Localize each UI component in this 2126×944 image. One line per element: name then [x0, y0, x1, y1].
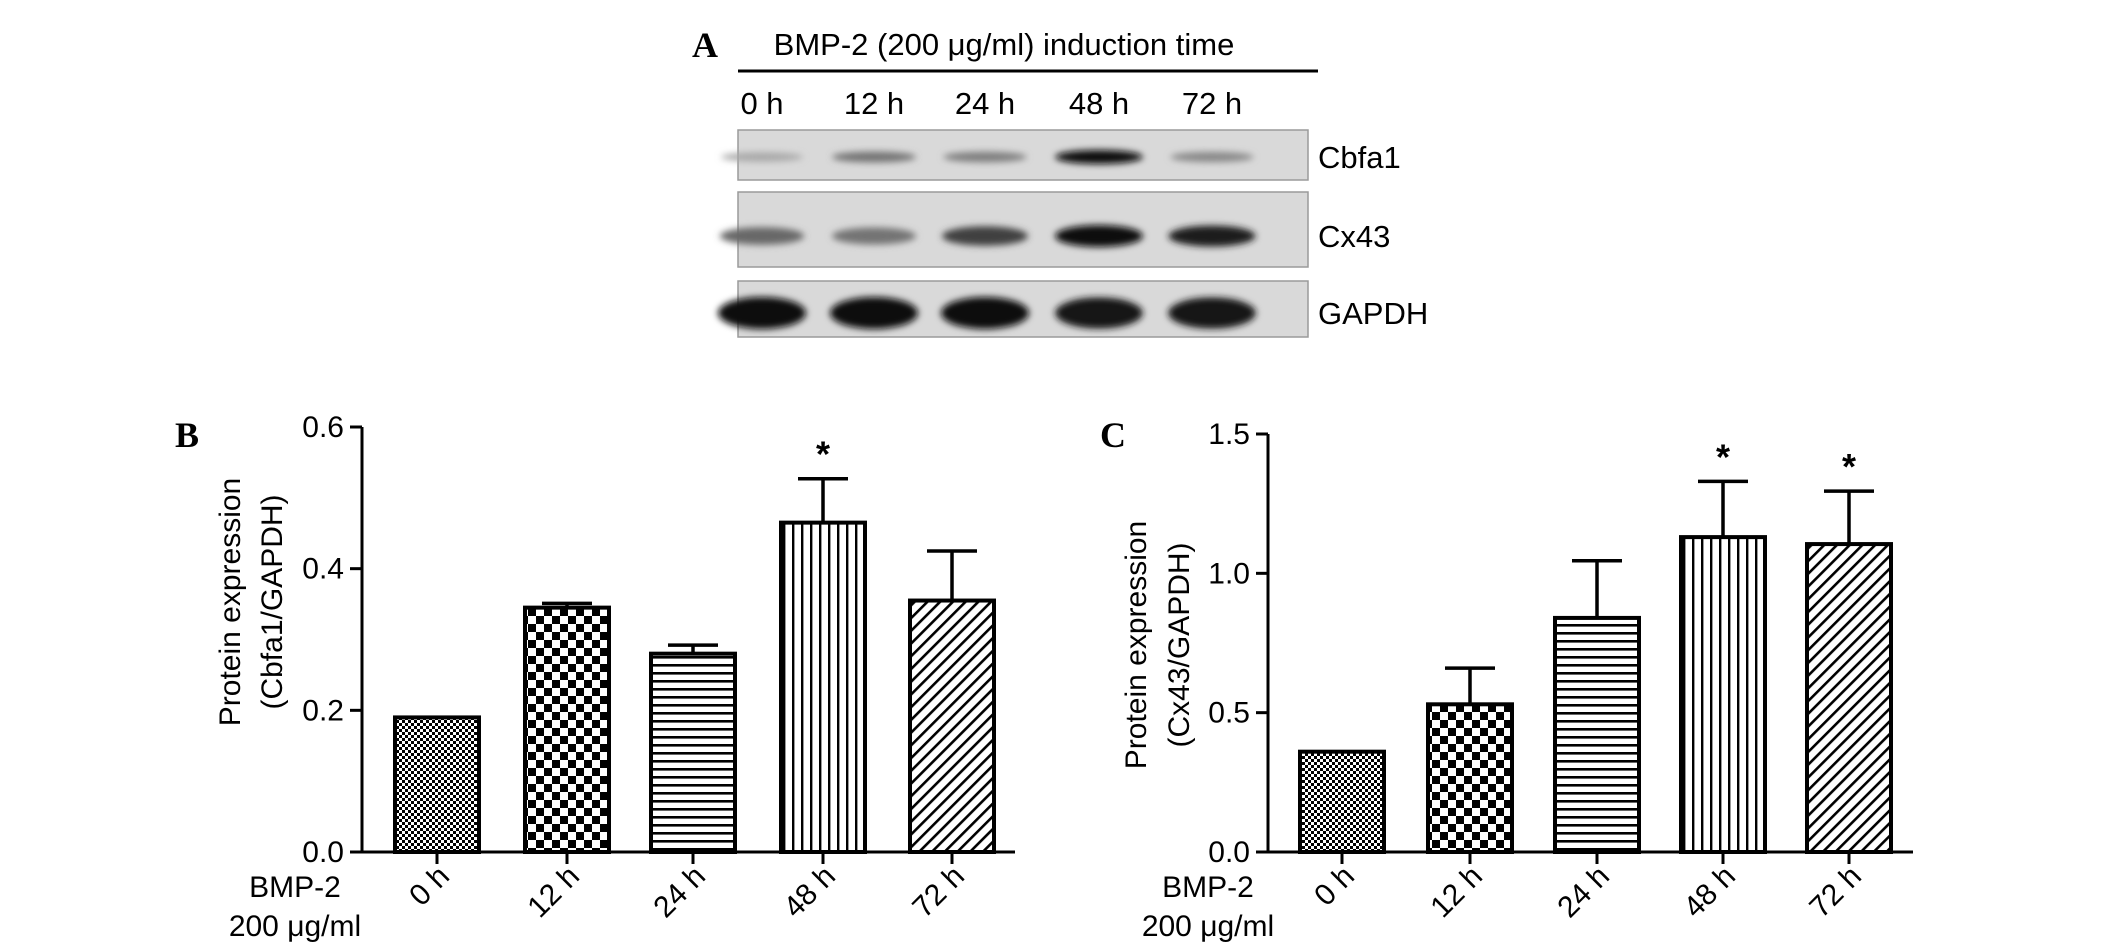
lane-labels: 0 h 12 h 24 h 48 h 72 h	[740, 86, 1242, 121]
blot-strip: GAPDH	[718, 280, 1428, 338]
bar	[1553, 615, 1641, 854]
blot-band	[942, 226, 1028, 246]
lane-label: 0 h	[740, 86, 783, 121]
panel-c-letter: C	[1100, 415, 1126, 455]
y-tick-label: 1.5	[1208, 418, 1250, 451]
x-tick-label: 24 h	[647, 860, 712, 925]
panel-a-letter: A	[692, 25, 718, 65]
x-tick-label: 0 h	[1308, 860, 1361, 913]
bar	[649, 651, 737, 855]
bar	[1426, 702, 1514, 854]
bar	[779, 520, 867, 854]
blot-band	[719, 227, 805, 245]
lane-label: 72 h	[1182, 86, 1242, 121]
significance-marker: *	[1842, 446, 1856, 487]
x-tick-label: 12 h	[521, 860, 586, 925]
bar	[393, 715, 481, 855]
y-tick-label: 0.0	[1208, 836, 1250, 869]
panel-c-chart: C Protein expression (Cx43/GAPDH) 0.0 0.5…	[1100, 415, 1913, 943]
blot-strip: Cx43	[719, 191, 1390, 268]
y-tick-label: 0.0	[302, 836, 344, 869]
x-tick-label: 48 h	[1677, 860, 1742, 925]
lane-label: 24 h	[955, 86, 1015, 121]
x-tick-label: 48 h	[777, 860, 842, 925]
panel-b-ylabel-line2: (Cbfa1/GAPDH)	[256, 494, 289, 709]
y-tick-label: 0.6	[302, 411, 344, 444]
bar	[908, 598, 996, 855]
blot-band	[721, 152, 803, 162]
panel-a-western-blot: A BMP-2 (200 μg/ml) induction time 0 h 12…	[692, 25, 1428, 338]
blot-row-label: Cx43	[1318, 219, 1390, 254]
blot-band	[1055, 150, 1143, 164]
panel-b-condition-line2: 200 μg/ml	[229, 910, 361, 943]
blot-band	[1055, 225, 1143, 247]
blot-strip: Cbfa1	[721, 129, 1401, 181]
bar	[1298, 749, 1386, 854]
significance-marker: *	[816, 434, 830, 475]
blot-band	[941, 297, 1029, 329]
panel-c-condition-line1: BMP-2	[1162, 871, 1254, 904]
panel-b-chart: B Protein expression (Cbfa1/GAPDH) 0.00.…	[175, 411, 1015, 943]
blot-band	[1055, 297, 1143, 329]
panel-c-plot: 0.0 0.5 1.0 1.5 0 h 12 h 24 h * 48 h * 72 h	[1208, 418, 1913, 924]
y-tick-label: 0.5	[1208, 697, 1250, 730]
significance-marker: *	[1716, 436, 1730, 477]
y-tick-label: 0.4	[302, 553, 344, 586]
x-tick-label: 0 h	[403, 860, 456, 913]
blot-band	[943, 151, 1027, 163]
bar	[1805, 542, 1893, 854]
panel-b-letter: B	[175, 415, 199, 455]
panel-c-condition-line2: 200 μg/ml	[1142, 910, 1274, 943]
bar	[523, 605, 611, 854]
blot-row-label: Cbfa1	[1318, 140, 1401, 175]
blot-band	[1168, 225, 1256, 247]
lane-label: 48 h	[1069, 86, 1129, 121]
blot-band	[830, 297, 918, 329]
blot-band	[832, 151, 916, 163]
blot-header: BMP-2 (200 μg/ml) induction time	[774, 27, 1235, 62]
x-tick-label: 24 h	[1551, 860, 1616, 925]
blot-row-label: GAPDH	[1318, 296, 1428, 331]
lane-label: 12 h	[844, 86, 904, 121]
panel-c-ylabel-line2: (Cx43/GAPDH)	[1163, 542, 1196, 747]
blot-strips: Cbfa1 Cx43 GAPDH	[718, 129, 1428, 338]
y-tick-label: 0.2	[302, 694, 344, 727]
x-tick-label: 72 h	[906, 860, 971, 925]
blot-band	[1168, 297, 1256, 329]
x-tick-label: 72 h	[1803, 860, 1868, 925]
panel-b-condition-line1: BMP-2	[249, 871, 341, 904]
bar	[1679, 535, 1767, 855]
blot-band	[832, 227, 916, 245]
panel-b-plot: 0.0 0.2 0.4 0.6 0 h 12 h 24 h * 48 h 72 h	[302, 411, 1015, 924]
x-tick-label: 12 h	[1424, 860, 1489, 925]
panel-b-ylabel-line1: Protein expression	[214, 478, 247, 726]
blot-band	[1170, 151, 1254, 163]
blot-band	[718, 297, 806, 329]
y-tick-label: 1.0	[1208, 557, 1250, 590]
panel-c-ylabel-line1: Protein expression	[1120, 521, 1153, 769]
